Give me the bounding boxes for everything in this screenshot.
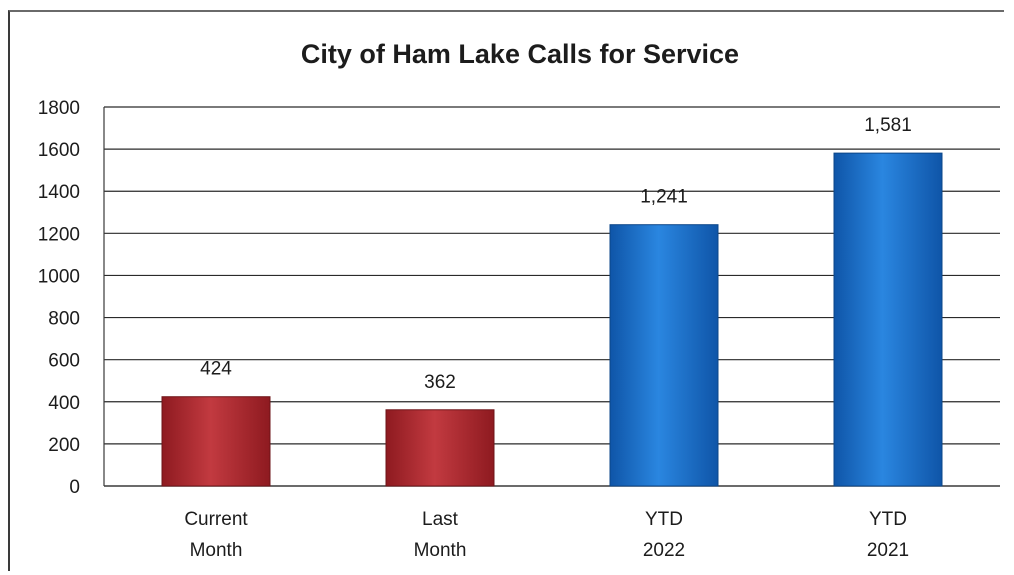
y-tick-label: 800 (48, 309, 80, 330)
data-label: 1,241 (640, 187, 688, 208)
x-tick-label: 2022 (643, 540, 685, 561)
data-label: 424 (200, 359, 232, 380)
data-label: 1,581 (864, 115, 912, 136)
bar (385, 409, 495, 487)
x-tick-label: Month (414, 540, 467, 561)
data-labels: 424 362 1,241 1,581 (200, 115, 912, 393)
y-axis: 0 200 400 600 800 1000 1200 1400 1600 1800 (38, 98, 105, 498)
y-tick-label: 1000 (38, 266, 80, 287)
x-tick-label: YTD (645, 509, 683, 530)
x-tick-label: Last (422, 509, 459, 530)
bar (609, 224, 719, 487)
x-tick-label: YTD (869, 509, 907, 530)
x-tick-label: Month (190, 540, 243, 561)
y-tick-label: 400 (48, 393, 80, 414)
x-tick-label: 2021 (867, 540, 909, 561)
y-tick-label: 1800 (38, 98, 80, 119)
y-tick-label: 1400 (38, 182, 80, 203)
y-tick-label: 1200 (38, 224, 80, 245)
chart-title: City of Ham Lake Calls for Service (301, 39, 739, 69)
bars (161, 152, 943, 487)
x-axis: Current Month Last Month YTD 2022 YTD 2021 (184, 509, 909, 561)
bar (161, 396, 271, 487)
y-tick-label: 0 (69, 477, 80, 498)
x-tick-label: Current (184, 509, 248, 530)
y-tick-label: 200 (48, 435, 80, 456)
data-label: 362 (424, 372, 456, 393)
y-tick-label: 600 (48, 351, 80, 372)
y-tick-label: 1600 (38, 140, 80, 161)
bar (833, 152, 943, 487)
